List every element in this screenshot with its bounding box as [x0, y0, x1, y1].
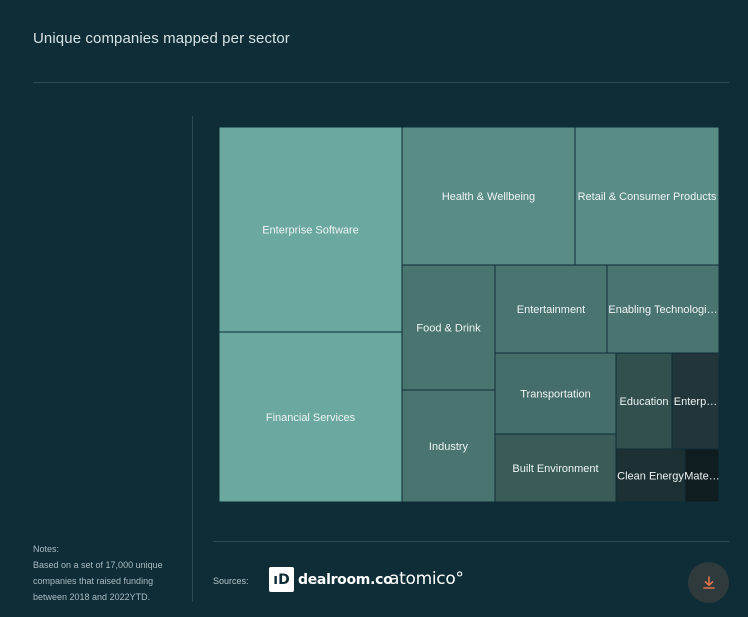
download-button[interactable] — [688, 562, 729, 603]
header-divider — [33, 82, 729, 83]
notes-block: Notes: Based on a set of 17,000 unique c… — [33, 541, 183, 605]
treemap-cell-enterp[interactable]: Enterp… — [671, 352, 719, 450]
treemap-cell-clean-energy[interactable]: Clean Energy — [615, 448, 686, 502]
treemap-label: Retail & Consumer Products — [578, 191, 717, 203]
treemap-label: Clean Energy — [617, 471, 684, 483]
notes-text: Based on a set of 17,000 unique companie… — [33, 560, 163, 602]
sources-label: Sources: — [213, 576, 249, 586]
vertical-divider — [192, 116, 193, 602]
footer-divider — [213, 541, 729, 542]
notes-heading: Notes: — [33, 544, 60, 554]
treemap-label: Enterp… — [674, 396, 717, 408]
treemap-rect — [671, 352, 719, 450]
treemap-label: Enabling Technologi… — [608, 304, 717, 316]
page-title: Unique companies mapped per sector — [33, 30, 290, 47]
treemap-cell-retail-consumer-products[interactable]: Retail & Consumer Products — [574, 127, 719, 266]
treemap-label: Entertainment — [517, 304, 585, 316]
treemap-label: Transportation — [520, 389, 591, 401]
treemap-cell-financial-services[interactable]: Financial Services — [219, 331, 403, 502]
treemap-label: Industry — [429, 441, 469, 453]
treemap-label: Enterprise Software — [262, 225, 359, 237]
treemap-rect — [606, 264, 719, 354]
treemap-cell-enterprise-software[interactable]: Enterprise Software — [219, 127, 403, 333]
treemap-cell-food-drink[interactable]: Food & Drink — [401, 264, 496, 391]
treemap-rect — [574, 127, 719, 266]
treemap-label: Financial Services — [266, 412, 356, 424]
atomico-logo[interactable]: atomico° — [389, 569, 464, 589]
treemap-cell-education[interactable]: Education — [615, 352, 673, 450]
treemap-cell-enabling-technologi[interactable]: Enabling Technologi… — [606, 264, 719, 354]
treemap-cell-built-environment[interactable]: Built Environment — [494, 433, 617, 502]
treemap-cell-mate[interactable]: Mate… — [684, 448, 719, 502]
treemap-cell-industry[interactable]: Industry — [401, 389, 496, 502]
treemap-label: Food & Drink — [416, 323, 481, 335]
treemap-rect — [494, 433, 617, 502]
treemap-rect — [615, 448, 686, 502]
treemap-rect — [219, 127, 403, 333]
dealroom-badge: ıD — [269, 567, 294, 592]
treemap-rect — [684, 448, 719, 502]
treemap-label: Education — [620, 396, 669, 408]
treemap-chart: Enterprise Software Financial Services Hea… — [219, 127, 719, 502]
dealroom-logo[interactable]: ıD dealroom.co — [269, 567, 393, 592]
treemap-rect — [219, 331, 403, 502]
treemap-rect — [615, 352, 673, 450]
treemap-cell-health-wellbeing[interactable]: Health & Wellbeing — [401, 127, 576, 266]
treemap-cell-entertainment[interactable]: Entertainment — [494, 264, 608, 354]
dealroom-wordmark: dealroom.co — [298, 571, 393, 588]
treemap-rect — [401, 264, 496, 391]
treemap-label: Mate… — [684, 471, 719, 483]
treemap-label: Health & Wellbeing — [442, 191, 535, 203]
treemap-label: Built Environment — [512, 463, 598, 475]
treemap-cell-transportation[interactable]: Transportation — [494, 352, 617, 435]
download-icon — [702, 575, 715, 589]
treemap-rect — [494, 264, 608, 354]
treemap-rect — [494, 352, 617, 435]
